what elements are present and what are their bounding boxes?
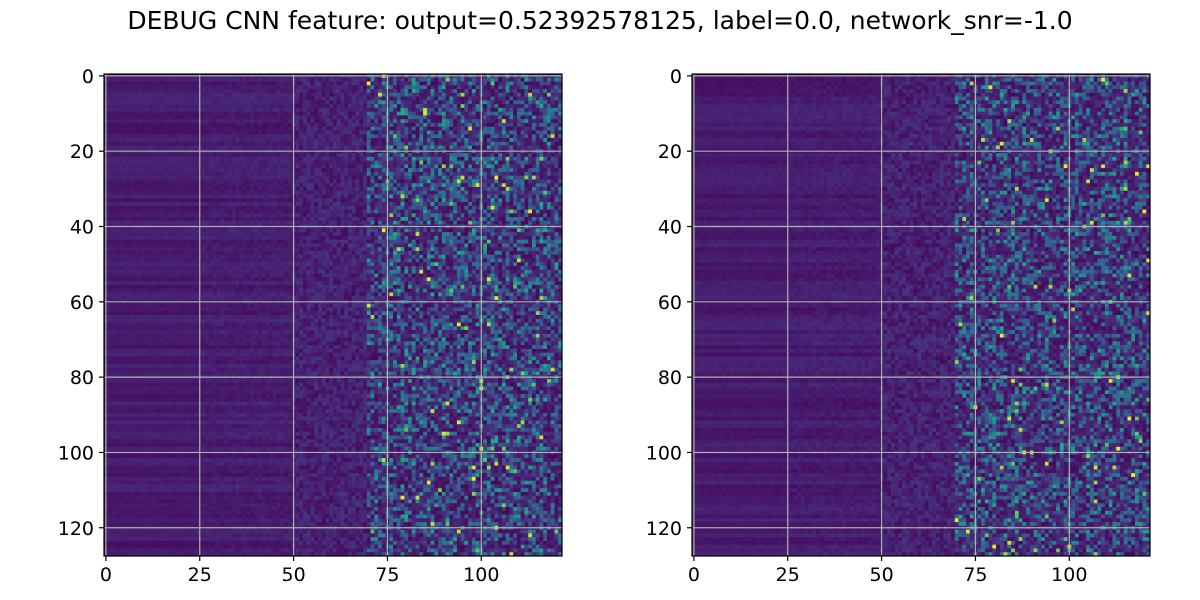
- y-tick-label: 60: [70, 292, 94, 314]
- y-tick-label: 80: [70, 367, 94, 389]
- y-tick-label: 60: [658, 292, 682, 314]
- x-tick-label: 100: [1051, 564, 1087, 586]
- figure-title: DEBUG CNN feature: output=0.52392578125,…: [0, 6, 1200, 35]
- x-tick-label: 75: [963, 564, 987, 586]
- y-tick-label: 120: [646, 518, 682, 540]
- y-tick-label: 20: [658, 141, 682, 163]
- y-tick-label: 0: [82, 66, 94, 88]
- x-tick-label: 100: [463, 564, 499, 586]
- y-tick-label: 120: [58, 518, 94, 540]
- axes-frame: [691, 73, 1151, 557]
- y-tick-label: 100: [646, 442, 682, 464]
- y-tick-label: 40: [658, 217, 682, 239]
- heatmap-cells-right: [692, 74, 1151, 557]
- x-tick-label: 50: [281, 564, 305, 586]
- x-tick-label: 0: [100, 564, 112, 586]
- x-tick-label: 75: [375, 564, 399, 586]
- y-tick-label: 0: [670, 66, 682, 88]
- axes-frame: [103, 73, 563, 557]
- y-tick-label: 40: [70, 217, 94, 239]
- y-tick-label: 80: [658, 367, 682, 389]
- x-tick-label: 50: [869, 564, 893, 586]
- y-tick-label: 20: [70, 141, 94, 163]
- x-tick-label: 25: [776, 564, 800, 586]
- x-tick-label: 0: [688, 564, 700, 586]
- y-tick-label: 100: [58, 442, 94, 464]
- x-tick-label: 25: [188, 564, 212, 586]
